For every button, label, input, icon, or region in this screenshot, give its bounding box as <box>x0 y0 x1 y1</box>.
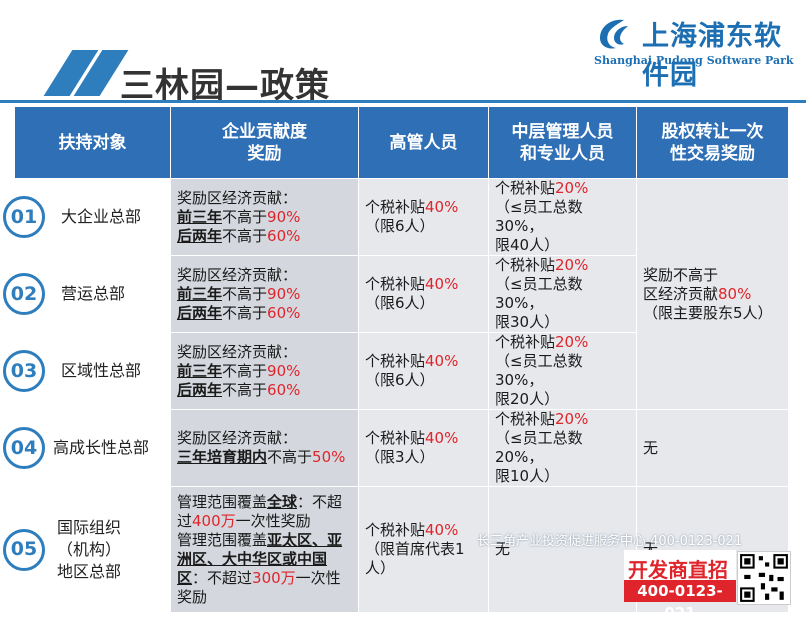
row-number: 05 <box>3 528 45 571</box>
page-title: 三林园—政策 <box>120 66 330 106</box>
row-number: 02 <box>3 273 45 315</box>
table-header-row: 扶持对象 企业贡献度 奖励 高管人员 中层管理人员 和专业人员 股权转让一次 性… <box>14 106 789 179</box>
target-cell: 03 区域性总部 <box>3 332 171 410</box>
title-underline <box>0 100 806 103</box>
row-number: 04 <box>3 427 45 469</box>
target-cell: 01 大企业总部 <box>3 178 171 256</box>
promo-badge[interactable]: 开发商直招 400-0123-021 <box>624 550 736 622</box>
top-bar <box>0 0 806 46</box>
promo-title: 开发商直招 <box>628 558 728 582</box>
row-number: 03 <box>3 350 45 392</box>
target-label: 大企业总部 <box>61 207 142 226</box>
qr-code-icon <box>737 551 791 605</box>
executives-cell: 个税补贴40% （限6人） <box>358 255 489 333</box>
header-target: 扶持对象 <box>14 106 171 179</box>
table-row: 04 高成长性总部 奖励区经济贡献： 三年培育期内不高于50% 个税补贴40% … <box>3 409 789 487</box>
target-label: 国际组织 （机构） 地区总部 <box>57 517 122 581</box>
mid-managers-cell: 个税补贴20% （≤员工总数30%， 限30人） <box>488 255 637 333</box>
contribution-cell: 奖励区经济贡献： 前三年不高于90% 后两年不高于60% <box>170 332 359 410</box>
target-cell: 05 国际组织 （机构） 地区总部 <box>3 486 171 613</box>
target-label: 高成长性总部 <box>53 438 150 457</box>
promo-phone: 400-0123-021 <box>624 580 736 622</box>
watermark-text: 长三角产业投资促进服务中心 400-0123-021 <box>477 534 743 549</box>
target-label: 区域性总部 <box>61 361 142 380</box>
table-row: 02 营运总部 奖励区经济贡献： 前三年不高于90% 后两年不高于60% 个税补… <box>3 255 789 333</box>
equity-cell: 无 <box>636 409 789 487</box>
header-equity: 股权转让一次 性交易奖励 <box>636 106 789 179</box>
contribution-cell: 奖励区经济贡献： 前三年不高于90% 后两年不高于60% <box>170 255 359 333</box>
logo-english-text: Shanghai Pudong Software Park <box>594 54 794 67</box>
row-number: 01 <box>3 196 45 238</box>
contribution-cell: 奖励区经济贡献： 三年培育期内不高于50% <box>170 409 359 487</box>
mid-managers-cell: 个税补贴20% （≤员工总数30%， 限20人） <box>488 332 637 410</box>
header-contribution: 企业贡献度 奖励 <box>170 106 359 179</box>
table-row: 05 国际组织 （机构） 地区总部 管理范围覆盖全球：不超过400万一次性奖励 … <box>3 486 789 613</box>
executives-cell: 个税补贴40% （限6人） <box>358 178 489 256</box>
executives-cell: 个税补贴40% （限6人） <box>358 332 489 410</box>
contribution-line: 前三年不高于90% <box>177 207 301 226</box>
logo-swirl-icon <box>600 19 628 49</box>
mid-managers-cell: 个税补贴20% （≤员工总数20%， 限10人） <box>488 409 637 487</box>
contribution-cell: 管理范围覆盖全球：不超过400万一次性奖励 管理范围覆盖亚太区、亚洲区、大中华区… <box>170 486 359 613</box>
mid-managers-cell: 个税补贴20% （≤员工总数30%， 限40人） <box>488 178 637 256</box>
equity-merged-cell: 奖励不高于 区经济贡献80% （限主要股东5人） <box>636 178 789 410</box>
target-label: 营运总部 <box>61 284 126 303</box>
header-executives: 高管人员 <box>358 106 489 179</box>
contribution-line: 后两年不高于60% <box>177 226 301 245</box>
mid-managers-cell: 无 <box>488 486 637 613</box>
logo: 上海浦东软件园 Shanghai Pudong Software Park <box>592 14 802 91</box>
table-row: 01 大企业总部 奖励区经济贡献： 前三年不高于90% 后两年不高于60% 个税… <box>3 178 789 410</box>
contribution-line: 奖励区经济贡献： <box>177 188 298 207</box>
table-row: 03 区域性总部 奖励区经济贡献： 前三年不高于90% 后两年不高于60% 个税… <box>3 332 789 410</box>
executives-cell: 个税补贴40% （限3人） <box>358 409 489 487</box>
target-cell: 04 高成长性总部 <box>3 409 171 487</box>
contribution-cell: 奖励区经济贡献： 前三年不高于90% 后两年不高于60% <box>170 178 359 256</box>
logo-chinese-text: 上海浦东软件园 <box>642 21 782 91</box>
executives-cell: 个税补贴40% （限首席代表1人） <box>358 486 489 613</box>
policy-table: 扶持对象 企业贡献度 奖励 高管人员 中层管理人员 和专业人员 股权转让一次 性… <box>3 106 789 613</box>
header-mid-managers: 中层管理人员 和专业人员 <box>488 106 637 179</box>
target-cell: 02 营运总部 <box>3 255 171 333</box>
